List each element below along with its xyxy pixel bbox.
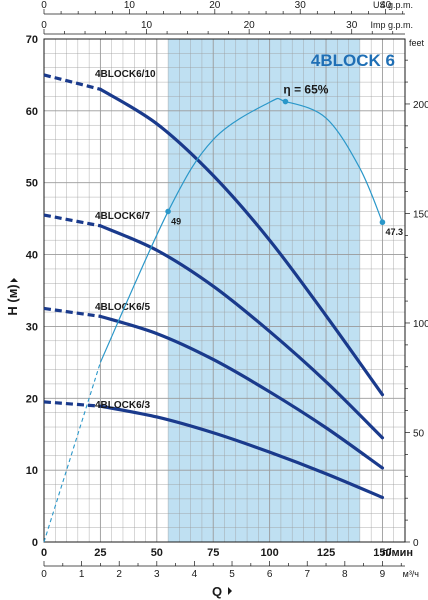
y-tick-label: 10: [26, 465, 38, 477]
x-tick-label: 75: [207, 547, 219, 559]
y-tick-label: 20: [26, 393, 38, 405]
y-tick-label: 50: [26, 178, 38, 190]
m3h-unit-label: м³/ч: [403, 569, 420, 579]
pump-curve: [98, 224, 385, 440]
x-tick-label: 100: [260, 547, 278, 559]
m3h-tick-label: 1: [79, 569, 85, 580]
plot-frame: [43, 38, 406, 543]
pump-curves: 4BLOCK6/10 4BLOCK6/7 4BLOCK6/5 4BLOCK6/3: [43, 69, 385, 500]
imp-gpm-tick-label: 0: [41, 20, 47, 31]
m3h-tick-label: 7: [304, 569, 310, 580]
imp-gpm-unit-label: Imp g.p.m.: [370, 20, 413, 30]
m3h-tick-label: 2: [116, 569, 122, 580]
y-tick-label: 70: [26, 34, 38, 46]
y-axis-arrow-icon: [10, 278, 18, 282]
feet-tick-label: 50: [413, 428, 425, 439]
pump-curve-dashed: [43, 213, 101, 228]
right-axis: feet 0 50 100 150 200: [405, 38, 428, 549]
x-tick-label: 50: [151, 547, 163, 559]
m3h-tick-label: 6: [267, 569, 273, 580]
x-unit-label: л/мин: [381, 547, 413, 559]
us-gpm-tick-label: 20: [209, 0, 221, 11]
feet-tick-label: 0: [413, 538, 419, 549]
y-axis-title: H (м): [5, 284, 20, 315]
x-tick-label: 0: [41, 547, 47, 559]
efficiency-point: [379, 219, 386, 226]
imp-gpm-tick-label: 30: [346, 20, 358, 31]
feet-tick-label: 100: [413, 319, 428, 330]
us-gpm-tick-label: 10: [124, 0, 136, 11]
x-tick-label: 125: [317, 547, 335, 559]
imp-gpm-tick-label: 10: [141, 20, 153, 31]
x-tick-label: 150: [373, 547, 391, 559]
left-axis: 0 10 20 30 40 50 60 70: [26, 34, 38, 549]
grid: [44, 39, 405, 542]
pump-curve-label: 4BLOCK6/5: [95, 302, 150, 313]
us-gpm-tick-label: 0: [41, 0, 47, 11]
y-tick-label: 40: [26, 250, 38, 262]
m3h-tick-label: 3: [154, 569, 160, 580]
y-tick-label: 60: [26, 106, 38, 118]
efficiency-point: [165, 208, 171, 215]
pump-curve-dashed: [43, 73, 101, 91]
m3h-tick-label: 4: [192, 569, 198, 580]
pump-curve-label: 4BLOCK6/10: [95, 69, 156, 80]
m3h-tick-label: 8: [342, 569, 348, 580]
efficiency-point-label: 47.3: [385, 227, 403, 237]
x-tick-label: 25: [94, 547, 106, 559]
pump-curve-dashed: [43, 400, 101, 408]
efficiency-curve: 49 47.3 η = 65%: [43, 83, 403, 543]
m3h-tick-label: 0: [41, 569, 47, 580]
us-gpm-unit-label: US g.p.m.: [373, 0, 413, 10]
y-tick-label: 30: [26, 321, 38, 333]
imp-gpm-tick-label: 20: [244, 20, 256, 31]
pump-curve-label: 4BLOCK6/3: [95, 400, 150, 411]
model-title: 4BLOCK 6: [311, 51, 395, 70]
feet-tick-label: 200: [413, 100, 428, 111]
efficiency-point: [282, 98, 289, 105]
efficiency-point-label: 49: [171, 216, 181, 226]
m3h-tick-label: 5: [229, 569, 235, 580]
pump-curve: [98, 404, 385, 500]
pump-curve-label: 4BLOCK6/7: [95, 211, 150, 222]
y-tick-label: 0: [32, 537, 38, 549]
us-gpm-tick-label: 40: [380, 0, 392, 11]
pump-curve: [98, 87, 385, 397]
x-axis-arrow-icon: [228, 587, 232, 595]
pump-curve-dashed: [43, 306, 101, 318]
recommended-range-band: [168, 39, 360, 542]
pump-curve: [98, 314, 385, 470]
us-gpm-tick-label: 30: [295, 0, 307, 11]
efficiency-curve-dashed: [43, 362, 101, 543]
m3h-tick-label: 9: [380, 569, 386, 580]
feet-unit-label: feet: [409, 38, 425, 48]
efficiency-label: η = 65%: [283, 83, 328, 97]
feet-tick-label: 150: [413, 209, 428, 220]
efficiency-curve-line: [99, 97, 383, 363]
x-axis-title: Q: [212, 584, 222, 599]
